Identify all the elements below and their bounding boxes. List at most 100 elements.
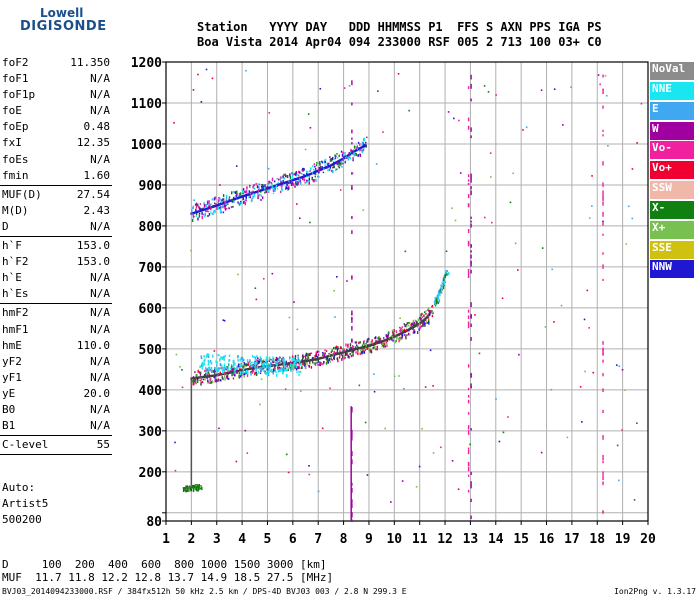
f1-trace-echo [364, 348, 366, 352]
f2-trace-echo [306, 179, 308, 182]
x-tick-label: 7 [314, 532, 322, 547]
f1-trace-echo [284, 364, 287, 367]
f1-trace-echo [252, 366, 255, 369]
f1-trace-echo [195, 381, 197, 385]
y-tick-label: 300 [139, 425, 163, 440]
param-value: 27.54 [76, 187, 110, 201]
f2-trace-echo [283, 173, 285, 177]
f1-trace-echo [342, 348, 344, 351]
f1-trace-echo [232, 367, 235, 371]
param-label: M(D) [2, 203, 29, 217]
f2-trace-echo [198, 205, 200, 209]
f2-trace-echo [318, 168, 320, 172]
noise-dot [483, 216, 486, 219]
f1-trace-echo [319, 361, 321, 364]
nne-echo [267, 373, 270, 377]
e-trace-echo [191, 484, 194, 487]
f2-trace-echo [210, 206, 212, 210]
noise-dot [451, 460, 454, 462]
f2-trace-echo [211, 198, 214, 201]
noise-dot [246, 452, 249, 454]
f1-trace-echo [313, 362, 315, 365]
noise-dot [235, 460, 238, 463]
f1-trace-echo [315, 352, 318, 356]
noise-dot [616, 444, 619, 447]
param-label: foF1p [2, 88, 36, 102]
nne-echo [255, 368, 257, 372]
f2-trace-echo [313, 163, 315, 166]
f2-trace-echo [334, 157, 337, 159]
nne-echo [285, 368, 288, 372]
param-label: yF1 [2, 370, 22, 384]
nne-echo [220, 367, 222, 370]
noise-dot [570, 86, 572, 89]
nne-echo [242, 358, 245, 362]
f2-trace-echo [235, 194, 237, 198]
nne-echo [237, 359, 239, 362]
f1-trace-echo [198, 370, 200, 374]
noise-dot [474, 314, 476, 316]
f1-trace-echo [378, 339, 380, 343]
noise-dot [584, 370, 586, 373]
f1-trace-echo [375, 339, 377, 342]
f1-trace-echo [381, 345, 383, 348]
param-label: hmF2 [2, 306, 29, 320]
noise-dot [336, 275, 338, 278]
f2-trace-echo [296, 180, 298, 184]
interference-dot [470, 74, 472, 80]
nne-echo [272, 371, 275, 375]
f2-trace-echo [328, 168, 330, 171]
f1-trace-echo [316, 355, 319, 358]
noise-dot [509, 201, 512, 204]
noise-dot [174, 469, 177, 472]
f1-trace-echo [394, 340, 397, 344]
y-tick-label: 1000 [131, 138, 162, 153]
f2-trace-echo [250, 190, 253, 193]
f2-trace-echo [291, 172, 293, 175]
f1-trace-echo [365, 342, 367, 345]
x-tick-label: 14 [488, 532, 504, 547]
f1-trace-echo [238, 363, 241, 367]
f1-trace-echo [422, 325, 425, 327]
legend-item-ssw: SSW [650, 181, 694, 200]
f2-trace-echo [264, 184, 266, 188]
f1-trace-echo [246, 361, 249, 363]
noise-dot [490, 176, 492, 178]
nne-echo [280, 368, 282, 372]
param-row: M(D) 2.43 [0, 203, 112, 219]
f2-trace-echo [285, 187, 287, 190]
f1-trace-echo [333, 351, 335, 355]
f2-trace-echo [316, 161, 318, 164]
noise-dot [358, 384, 361, 387]
f1-trace-echo [311, 359, 313, 361]
f2-trace-echo [360, 149, 362, 152]
f2-trace-echo [195, 208, 197, 212]
f1-trace-echo [405, 336, 407, 340]
f1-trace-echo [264, 370, 266, 374]
f1-trace-echo [258, 362, 260, 364]
x-trace-echo [438, 292, 440, 296]
f2-trace-echo [325, 166, 328, 169]
nne-echo [259, 367, 261, 371]
f2-trace-echo [361, 151, 364, 154]
f1-trace-echo [193, 382, 195, 386]
f1-trace-echo [366, 339, 369, 343]
nne-echo [254, 356, 257, 359]
x-trace-echo [434, 303, 437, 306]
f1-trace-echo [285, 360, 287, 363]
f1-trace-echo [392, 331, 394, 333]
scaled-parameters-panel: foF2 11.350 foF1 N/A foF1p N/A foE N/A foEp 0.48 f… [0, 55, 112, 456]
f2-trace-echo [195, 202, 198, 206]
f2-trace-echo [274, 180, 276, 183]
noise-dot [254, 287, 257, 289]
f1-trace-echo [252, 370, 255, 373]
x-tick-label: 10 [386, 532, 402, 547]
noise-dot [333, 289, 335, 292]
f2-trace-echo [277, 178, 280, 181]
f2-trace-echo [220, 209, 222, 213]
f2-trace-echo [208, 200, 210, 204]
f1-trace-echo [190, 382, 193, 385]
e-trace-echo [194, 484, 197, 488]
f2-trace-echo [302, 167, 304, 170]
noise-dot [591, 205, 593, 207]
